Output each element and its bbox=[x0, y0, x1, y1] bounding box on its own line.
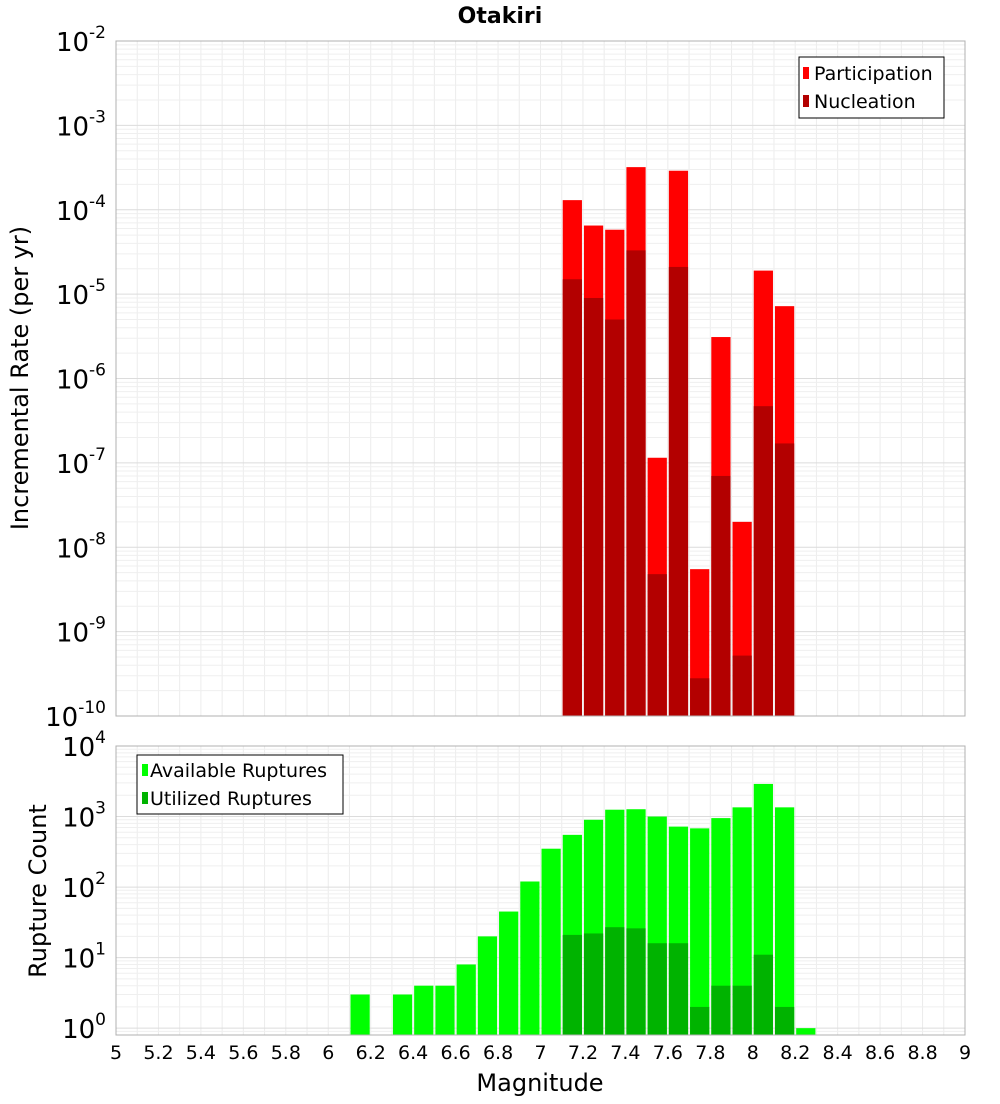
bottom-bar-utilized-ruptures bbox=[732, 985, 752, 1035]
bottom-bar-utilized-ruptures bbox=[626, 928, 646, 1035]
x-tick-label: 8.6 bbox=[865, 1042, 895, 1064]
x-tick-label: 5.2 bbox=[143, 1042, 173, 1064]
bottom-bar-available-ruptures bbox=[435, 985, 455, 1035]
bottom-bar-available-ruptures bbox=[456, 964, 476, 1035]
legend-participation-swatch bbox=[803, 67, 809, 79]
bottom-bar-available-ruptures bbox=[477, 936, 498, 1035]
top-bar-nucleation bbox=[668, 266, 689, 716]
x-tick-label: 5.6 bbox=[228, 1042, 258, 1064]
bottom-bar-utilized-ruptures bbox=[562, 934, 582, 1035]
bottom-bar-available-ruptures bbox=[541, 848, 561, 1035]
bottom-bar-available-ruptures bbox=[774, 807, 795, 1035]
bottom-bar-utilized-ruptures bbox=[668, 943, 689, 1035]
top-bar-nucleation bbox=[583, 297, 604, 716]
y-tick-label: 101 bbox=[62, 940, 106, 975]
x-tick-label: 5.8 bbox=[271, 1042, 301, 1064]
x-tick-label: 7.8 bbox=[695, 1042, 725, 1064]
x-tick-label: 6.8 bbox=[483, 1042, 513, 1064]
y-tick-label: 10-9 bbox=[56, 614, 106, 649]
bottom-bar-utilized-ruptures bbox=[583, 933, 604, 1035]
top-bar-nucleation bbox=[562, 279, 582, 716]
top-y-axis-label: Incremental Rate (per yr) bbox=[6, 226, 34, 530]
y-tick-label: 104 bbox=[62, 728, 106, 763]
x-tick-label: 6.2 bbox=[356, 1042, 386, 1064]
bottom-bar-utilized-ruptures bbox=[753, 954, 773, 1035]
x-tick-label: 7.2 bbox=[568, 1042, 598, 1064]
x-tick-label: 5.4 bbox=[186, 1042, 216, 1064]
bottom-bar-available-ruptures bbox=[392, 994, 413, 1035]
legend-available-swatch bbox=[142, 764, 148, 776]
top-bar-nucleation bbox=[711, 475, 731, 716]
legend-participation-label: Participation bbox=[814, 63, 933, 85]
top-bar-nucleation bbox=[732, 655, 752, 716]
legend-nucleation-label: Nucleation bbox=[814, 91, 916, 113]
bottom-bar-available-ruptures bbox=[690, 828, 710, 1035]
x-tick-label: 8.8 bbox=[907, 1042, 937, 1064]
bottom-plot-frame bbox=[115, 745, 966, 1036]
y-tick-label: 103 bbox=[62, 799, 106, 834]
top-bar-nucleation bbox=[626, 250, 646, 717]
bottom-legend: Available Ruptures Utilized Ruptures bbox=[136, 754, 344, 815]
bottom-bar-available-ruptures bbox=[796, 1028, 816, 1035]
x-tick-label: 6.4 bbox=[398, 1042, 428, 1064]
y-tick-label: 102 bbox=[62, 869, 106, 904]
x-tick-label: 7.4 bbox=[610, 1042, 640, 1064]
bottom-bar-utilized-ruptures bbox=[605, 927, 625, 1035]
top-bar-nucleation bbox=[647, 574, 667, 716]
y-tick-label: 100 bbox=[62, 1010, 106, 1045]
bottom-bar-available-ruptures bbox=[499, 911, 519, 1035]
legend-utilized-swatch bbox=[142, 792, 148, 804]
x-tick-label: 8 bbox=[747, 1042, 759, 1064]
x-tick-label: 8.2 bbox=[780, 1042, 810, 1064]
bottom-bar-available-ruptures bbox=[350, 994, 370, 1035]
x-tick-label: 8.4 bbox=[823, 1042, 853, 1064]
x-axis-label: Magnitude bbox=[476, 1069, 603, 1097]
legend-nucleation-swatch bbox=[803, 95, 809, 107]
bottom-bar-available-ruptures bbox=[520, 881, 540, 1035]
top-legend: Participation Nucleation bbox=[798, 56, 945, 119]
bottom-bar-utilized-ruptures bbox=[690, 1006, 710, 1035]
top-plot-frame bbox=[115, 40, 966, 717]
x-tick-label: 6.6 bbox=[440, 1042, 470, 1064]
x-tick-label: 5 bbox=[110, 1042, 122, 1064]
y-tick-label: 10-10 bbox=[45, 698, 106, 733]
y-tick-label: 10-6 bbox=[56, 361, 106, 396]
legend-available-label: Available Ruptures bbox=[150, 760, 327, 782]
x-tick-label: 6 bbox=[322, 1042, 334, 1064]
x-tick-label: 7.6 bbox=[653, 1042, 683, 1064]
top-bar-nucleation bbox=[605, 319, 625, 716]
x-tick-label: 7 bbox=[534, 1042, 546, 1064]
y-tick-label: 10-7 bbox=[56, 445, 106, 480]
bottom-bar-utilized-ruptures bbox=[647, 943, 667, 1035]
y-tick-label: 10-2 bbox=[56, 23, 106, 58]
top-bar-nucleation bbox=[774, 443, 795, 716]
bottom-bar-available-ruptures bbox=[414, 985, 434, 1035]
y-tick-label: 10-4 bbox=[56, 192, 106, 227]
bottom-y-axis-label: Rupture Count bbox=[24, 804, 52, 978]
chart-title: Otakiri bbox=[458, 4, 543, 29]
bottom-bar-available-ruptures bbox=[711, 818, 731, 1035]
bottom-bar-utilized-ruptures bbox=[711, 985, 731, 1035]
top-bar-nucleation bbox=[753, 406, 773, 716]
y-tick-label: 10-5 bbox=[56, 276, 106, 311]
top-bar-nucleation bbox=[690, 678, 710, 716]
bottom-bar-utilized-ruptures bbox=[774, 1006, 795, 1035]
y-tick-label: 10-8 bbox=[56, 529, 106, 564]
legend-utilized-label: Utilized Ruptures bbox=[150, 788, 312, 810]
x-tick-label: 9 bbox=[959, 1042, 971, 1064]
y-tick-label: 10-3 bbox=[56, 107, 106, 142]
bottom-bar-available-ruptures bbox=[732, 807, 752, 1035]
